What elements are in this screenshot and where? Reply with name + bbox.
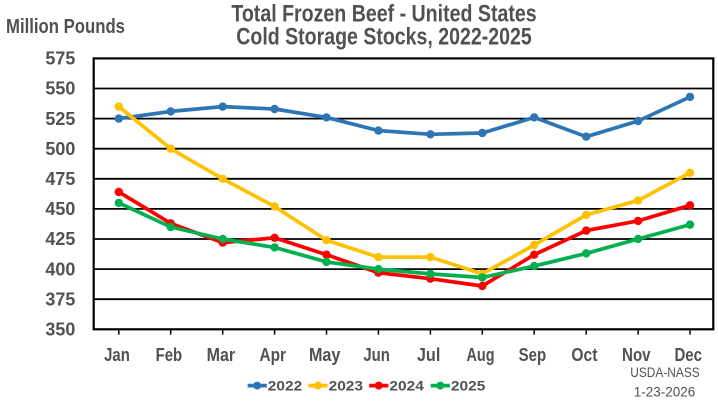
svg-text:Oct: Oct [571, 345, 597, 365]
svg-text:375: 375 [45, 289, 75, 309]
svg-text:Jan: Jan [104, 345, 130, 365]
svg-text:350: 350 [45, 320, 75, 340]
svg-text:Aug: Aug [467, 345, 495, 365]
svg-text:2025: 2025 [451, 379, 486, 395]
svg-text:Feb: Feb [156, 345, 183, 365]
svg-text:USDA-NASS: USDA-NASS [630, 365, 700, 380]
svg-text:2024: 2024 [389, 379, 424, 395]
svg-text:550: 550 [45, 79, 75, 99]
svg-text:Jun: Jun [363, 345, 390, 365]
svg-text:Mar: Mar [207, 345, 236, 365]
svg-text:400: 400 [45, 259, 75, 279]
svg-text:Cold Storage Stocks, 2022-2025: Cold Storage Stocks, 2022-2025 [236, 23, 531, 50]
svg-text:525: 525 [45, 109, 75, 129]
svg-text:Sep: Sep [519, 345, 547, 365]
svg-text:2023: 2023 [329, 379, 364, 395]
svg-text:425: 425 [45, 229, 75, 249]
svg-text:575: 575 [45, 49, 75, 69]
svg-text:May: May [309, 345, 341, 365]
svg-text:Dec: Dec [674, 345, 702, 365]
svg-text:Million Pounds: Million Pounds [6, 16, 125, 38]
svg-text:475: 475 [45, 169, 75, 189]
svg-text:450: 450 [45, 199, 75, 219]
svg-text:500: 500 [45, 139, 75, 159]
svg-text:1-23-2026: 1-23-2026 [634, 385, 696, 400]
svg-text:Total Frozen Beef - United Sta: Total Frozen Beef - United States [231, 1, 536, 28]
svg-text:Apr: Apr [260, 345, 287, 365]
svg-text:Jul: Jul [417, 345, 441, 365]
svg-text:Nov: Nov [622, 345, 651, 365]
svg-text:2022: 2022 [268, 379, 303, 395]
